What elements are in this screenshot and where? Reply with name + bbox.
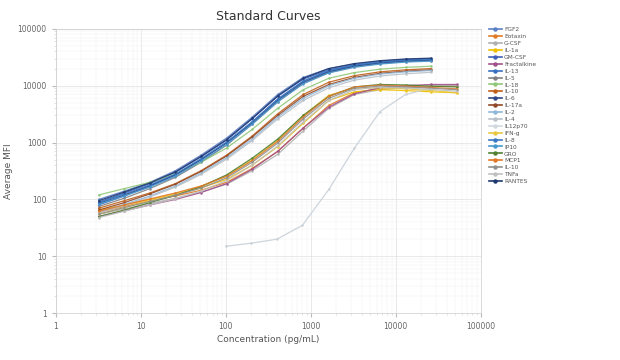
X-axis label: Concentration (pg/mL): Concentration (pg/mL)	[217, 336, 319, 345]
Title: Standard Curves: Standard Curves	[216, 10, 321, 23]
Y-axis label: Average MFI: Average MFI	[4, 143, 14, 199]
Legend: FGF2, Eotaxin, G-CSF, IL-1a, GM-CSF, Fractalkine, IL-13, IL-5, IL-18, IL-10, IL-: FGF2, Eotaxin, G-CSF, IL-1a, GM-CSF, Fra…	[488, 26, 538, 185]
